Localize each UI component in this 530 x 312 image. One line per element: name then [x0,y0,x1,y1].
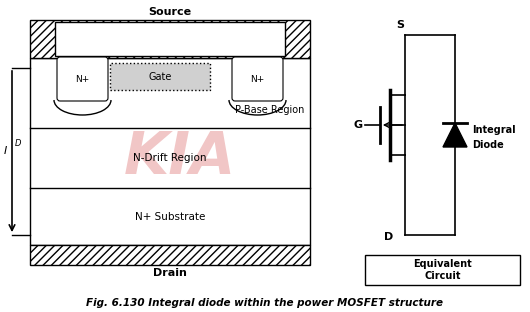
Bar [30,20,310,58]
Text: N+ Substrate: N+ Substrate [135,212,205,222]
Text: N+: N+ [250,75,264,84]
Text: S: S [396,20,404,30]
Text: D: D [384,232,393,242]
FancyBboxPatch shape [57,57,108,101]
Text: Diode: Diode [472,140,504,150]
Text: G: G [354,120,363,130]
Bar [30,58,310,245]
Bar [365,255,520,285]
Text: D: D [15,139,22,148]
Bar [55,22,285,56]
Text: Gate: Gate [148,71,172,81]
Text: N+: N+ [75,75,90,84]
Text: KIA: KIA [124,129,236,187]
Text: Fig. 6.130 Integral diode within the power MOSFET structure: Fig. 6.130 Integral diode within the pow… [86,298,444,308]
Text: Drain: Drain [153,268,187,278]
FancyBboxPatch shape [110,63,210,90]
Bar [30,245,310,265]
FancyBboxPatch shape [232,57,283,101]
Text: P-Base Region: P-Base Region [235,105,305,115]
Text: Integral: Integral [472,125,516,135]
Text: N-Drift Region: N-Drift Region [133,153,207,163]
Polygon shape [443,123,467,147]
Text: Source: Source [148,7,191,17]
Text: Equivalent
Circuit: Equivalent Circuit [413,259,472,281]
Text: I: I [4,147,7,157]
